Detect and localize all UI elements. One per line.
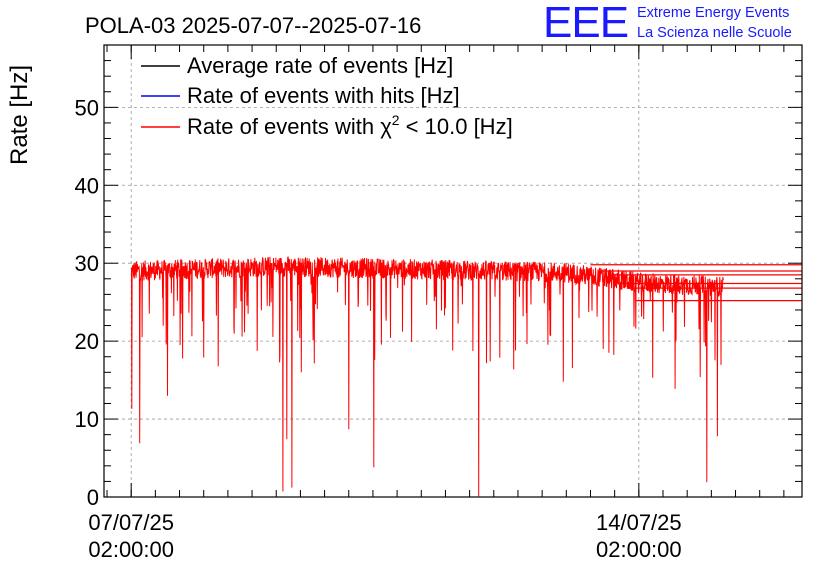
y-tick-label: 20	[75, 329, 99, 354]
plot-frame	[103, 44, 803, 498]
x-tick-label-time: 02:00:00	[596, 537, 682, 562]
y-tick-label: 40	[75, 173, 99, 198]
ticks: 0102030405007/07/2502:00:0014/07/2502:00…	[75, 45, 802, 562]
eee-logo-line2: La Scienza nelle Scuole	[637, 25, 792, 41]
eee-logo-text: Extreme Energy Events La Scienza nelle S…	[637, 3, 792, 43]
x-tick-label-date: 07/07/25	[88, 510, 174, 535]
y-tick-label: 0	[87, 485, 99, 510]
eee-logo: EEE	[543, 0, 629, 47]
y-tick-label: 30	[75, 251, 99, 276]
plot-frame-rect	[103, 44, 803, 498]
legend-label: Average rate of events [Hz]	[187, 53, 453, 78]
eee-logo-line1: Extreme Energy Events	[637, 5, 790, 21]
series-layer	[130, 255, 802, 497]
series-line-chi2	[130, 255, 724, 497]
x-tick-label-date: 14/07/25	[596, 510, 682, 535]
y-tick-label: 10	[75, 407, 99, 432]
legend-label: Rate of events with χ2 < 10.0 [Hz]	[187, 112, 513, 139]
y-tick-label: 50	[75, 95, 99, 120]
legend-label: Rate of events with hits [Hz]	[187, 83, 460, 108]
chart-title: POLA-03 2025-07-07--2025-07-16	[85, 13, 421, 38]
y-axis-label: Rate [Hz]	[6, 65, 33, 165]
legend: Average rate of events [Hz] Rate of event…	[141, 53, 513, 139]
x-tick-label-time: 02:00:00	[88, 537, 174, 562]
